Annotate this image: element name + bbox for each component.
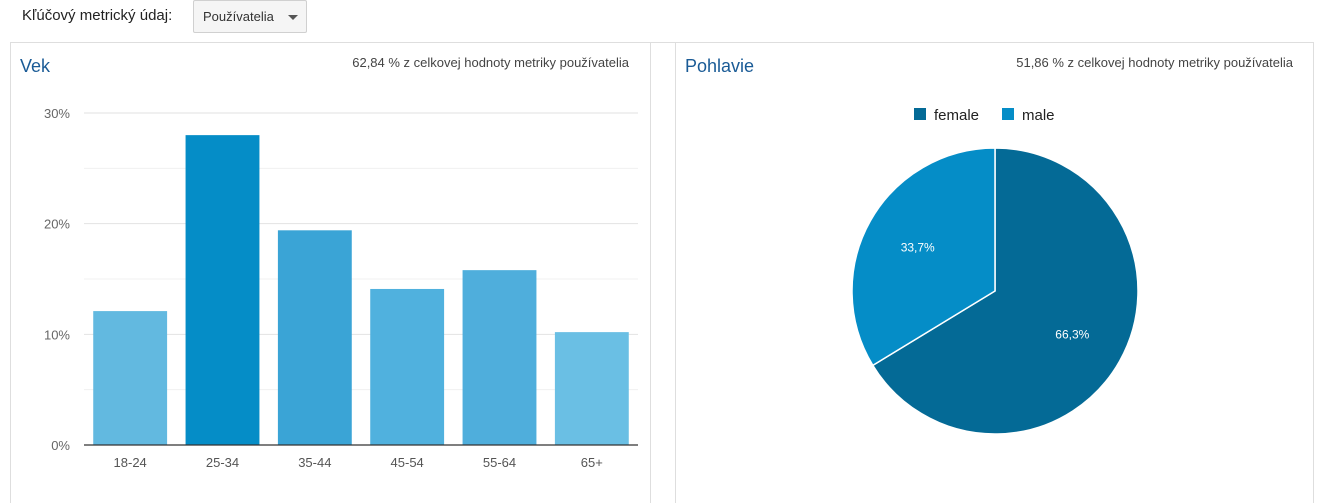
bar-65+[interactable] [554,332,629,445]
pie-slice-female[interactable] [871,147,1139,435]
bar-45-54[interactable] [370,288,445,445]
pie-slice-male[interactable] [851,147,996,367]
x-tick-label: 25-34 [206,455,239,470]
panel-divider-inner [675,43,676,503]
charts-container [10,42,1314,503]
legend-label-male: male [1022,107,1055,124]
x-tick-label: 18-24 [114,455,147,470]
metric-dropdown[interactable]: Používatelia [193,0,307,33]
x-tick-label: 55-64 [483,455,516,470]
y-tick-label: 30% [44,106,70,121]
bar-18-24[interactable] [93,311,168,445]
gender-panel-subtitle: 51,86 % z celkovej hodnoty metriky použí… [1016,55,1293,70]
metric-dropdown-value: Používatelia [203,9,274,24]
age-panel-title: Vek [20,56,51,76]
x-tick-label: 45-54 [391,455,424,470]
toolbar: Kľúčový metrický údaj: Používatelia [0,0,1325,42]
y-tick-label: 20% [44,217,70,232]
age-bar-chart: 0% 10% 20% 30% 18-24 25-34 35-44 45-54 55-64 65+ [44,106,638,470]
y-tick-label: 10% [44,327,70,342]
gender-pie-chart: female male 66,3% 33,7% [851,107,1139,435]
metric-label: Kľúčový metrický údaj: [22,7,173,24]
legend-swatch-male [1002,108,1014,120]
pie-value-label: 66,3% [1055,327,1089,341]
bar-25-34[interactable] [185,135,260,445]
legend-swatch-female [914,108,926,120]
panel-divider [650,43,651,503]
bar-35-44[interactable] [277,230,352,445]
legend-label-female: female [934,107,979,124]
pie-value-label: 33,7% [901,241,935,255]
y-tick-label: 0% [51,438,70,453]
bar-55-64[interactable] [462,270,537,445]
age-panel-subtitle: 62,84 % z celkovej hodnoty metriky použí… [352,55,629,70]
x-tick-label: 35-44 [298,455,331,470]
x-tick-label: 65+ [581,455,603,470]
chevron-down-icon [288,15,298,20]
gender-panel-title: Pohlavie [685,56,755,76]
